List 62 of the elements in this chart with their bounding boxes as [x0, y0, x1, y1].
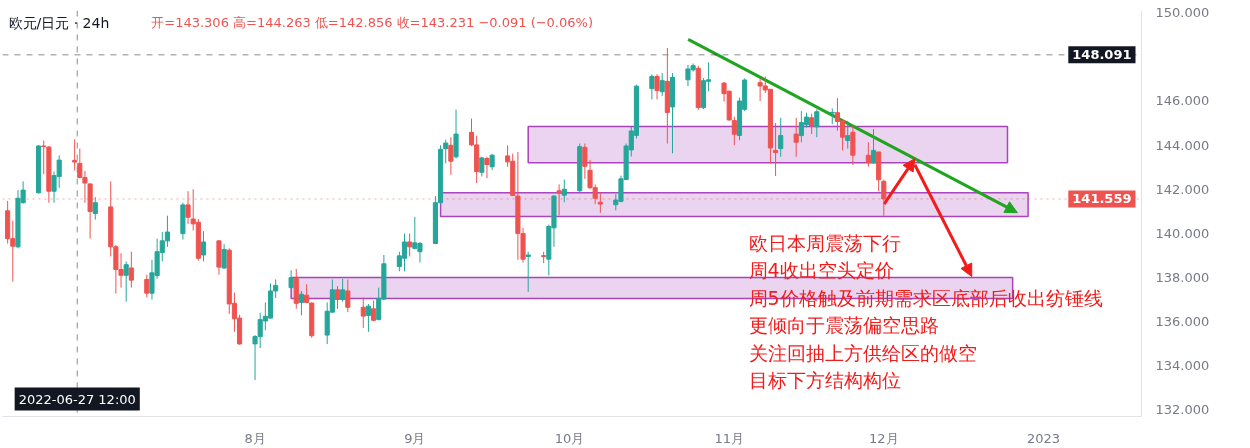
annotation: 周4收出空头定价 — [748, 259, 894, 282]
candlestick — [793, 117, 799, 158]
candlestick — [448, 136, 454, 176]
candlestick — [288, 269, 294, 290]
y-tick-label: 150.000 — [1155, 5, 1210, 21]
x-tick-label: 12月 — [869, 430, 899, 446]
y-tick-label: 132.000 — [1155, 402, 1210, 418]
candlestick — [845, 120, 851, 150]
chart-title: 欧元/日元 · 24h — [8, 14, 110, 31]
candlestick — [654, 73, 660, 100]
y-tick-label: 138.000 — [1155, 269, 1210, 285]
annotation: 关注回抽上方供给区的做空 — [748, 341, 977, 364]
x-tick-label: 11月 — [714, 430, 744, 446]
y-tick-label: 142.000 — [1155, 181, 1210, 197]
candlestick — [525, 251, 531, 293]
candlestick — [221, 243, 227, 270]
y-tick-label: 136.000 — [1155, 314, 1210, 330]
candlestick — [123, 260, 129, 303]
candlestick — [72, 138, 78, 171]
x-tick-label: 10月 — [554, 430, 585, 446]
candlestick — [360, 296, 366, 329]
candlestick — [881, 179, 887, 217]
candlestick — [92, 196, 98, 221]
candlestick — [334, 285, 341, 310]
candlestick — [850, 125, 856, 166]
candlestick — [659, 72, 665, 97]
x-tick-label: 9月 — [404, 430, 426, 446]
candlestick — [561, 179, 567, 203]
candlestick — [443, 139, 449, 164]
candlestick — [649, 73, 655, 100]
candlestick — [128, 251, 134, 289]
candlestick — [144, 274, 150, 298]
candlestick — [345, 278, 351, 313]
ref-line-label: 148.091 — [1072, 47, 1132, 63]
chart-subtitle: 开=143.306 高=144.263 低=142.856 收=143.231 −0.091 (−0.06%) — [151, 14, 593, 30]
y-tick-label: 140.000 — [1155, 225, 1210, 241]
candlestick — [865, 141, 871, 168]
candlestick — [298, 290, 304, 316]
ref-line-label: 141.559 — [1072, 191, 1132, 207]
y-tick-label: 146.000 — [1155, 93, 1210, 109]
annotation: 欧日本周震荡下行 — [748, 231, 901, 254]
candlestick — [597, 192, 603, 214]
x-tick-label: 2023 — [1027, 430, 1061, 446]
candlestick — [870, 128, 877, 164]
candlestick — [407, 233, 413, 258]
candlestick — [773, 122, 779, 177]
annotation: 更倾向于震荡偏空思路 — [748, 314, 939, 337]
candlestick — [484, 156, 490, 179]
candlestick — [401, 233, 408, 272]
candlestick — [556, 183, 562, 216]
y-tick-label: 134.000 — [1155, 358, 1210, 374]
ref-line-label: 2022-06-27 12:00 — [18, 391, 136, 407]
candlestick — [365, 303, 371, 333]
x-tick-label: 8月 — [244, 430, 266, 446]
candlestick — [778, 117, 784, 158]
candlestick — [200, 230, 207, 262]
y-tick-label: 144.000 — [1155, 137, 1210, 153]
candlestick — [340, 278, 346, 303]
annotation: 目标下方结构构位 — [748, 369, 901, 392]
candlestick — [814, 108, 820, 138]
candlestick — [453, 109, 459, 160]
candlestick — [809, 113, 815, 135]
